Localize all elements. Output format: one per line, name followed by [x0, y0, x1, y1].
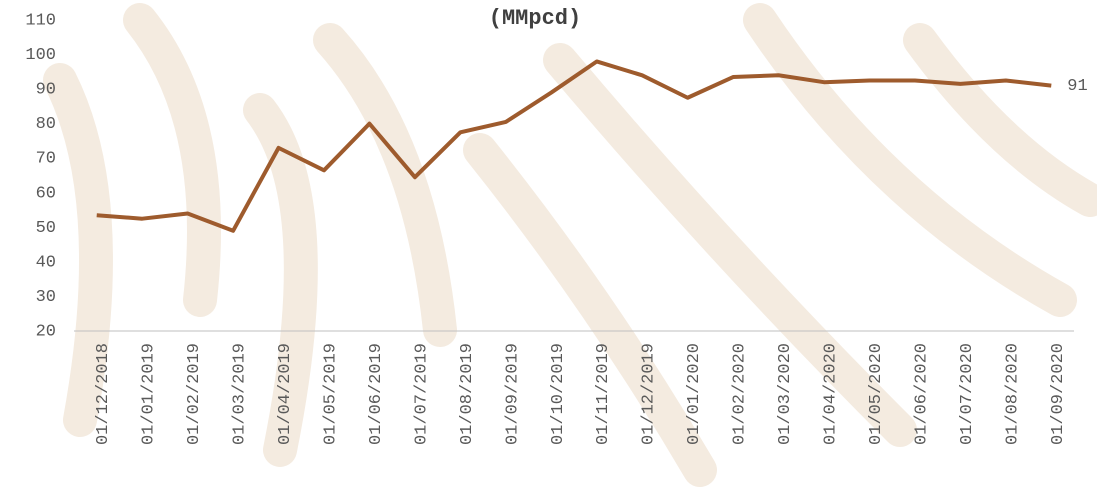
x-tick-label: 01/03/2020 — [776, 343, 795, 445]
watermark — [43, 3, 1097, 487]
x-tick-label: 01/10/2019 — [549, 343, 568, 445]
x-tick-label: 01/05/2020 — [867, 343, 886, 445]
x-tick-label: 01/04/2020 — [821, 343, 840, 445]
y-tick-label: 70 — [36, 150, 56, 169]
line — [96, 59, 1052, 233]
y-tick-label: 30 — [36, 288, 56, 307]
x-tick-label: 01/01/2020 — [685, 343, 704, 445]
x-tick-label: 01/07/2019 — [412, 343, 431, 445]
x-tick-label: 01/06/2019 — [367, 343, 386, 445]
y-tick-label: 50 — [36, 219, 56, 238]
data-label: 91 — [1067, 77, 1087, 96]
x-tick-label: 01/08/2020 — [1003, 343, 1022, 445]
x-tick-label: 01/04/2019 — [276, 343, 295, 445]
y-tick-label: 100 — [25, 46, 56, 65]
x-tick-label: 01/08/2019 — [458, 343, 477, 445]
x-tick-label: 01/12/2018 — [94, 343, 113, 445]
x-tick-label: 01/03/2019 — [231, 343, 250, 445]
x-tick-label: 01/01/2019 — [140, 343, 159, 445]
y-tick-label: 90 — [36, 81, 56, 100]
y-tick-label: 110 — [25, 11, 56, 30]
x-tick-label: 01/12/2019 — [640, 343, 659, 445]
y-tick-label: 20 — [36, 322, 56, 341]
x-tick-label: 01/06/2020 — [912, 343, 931, 445]
x-tick-label: 01/02/2020 — [731, 343, 750, 445]
y-tick-label: 40 — [36, 253, 56, 272]
x-tick-label: 01/07/2020 — [958, 343, 977, 445]
y-tick-label: 60 — [36, 184, 56, 203]
x-tick-label: 01/02/2019 — [185, 343, 204, 445]
x-tick-label: 01/11/2019 — [594, 343, 613, 445]
x-tick-label: 01/09/2020 — [1049, 343, 1068, 445]
y-tick-label: 80 — [36, 115, 56, 134]
x-tick-label: 01/05/2019 — [321, 343, 340, 445]
chart-title: (MMpcd) — [489, 6, 581, 31]
x-tick-label: 01/09/2019 — [503, 343, 522, 445]
